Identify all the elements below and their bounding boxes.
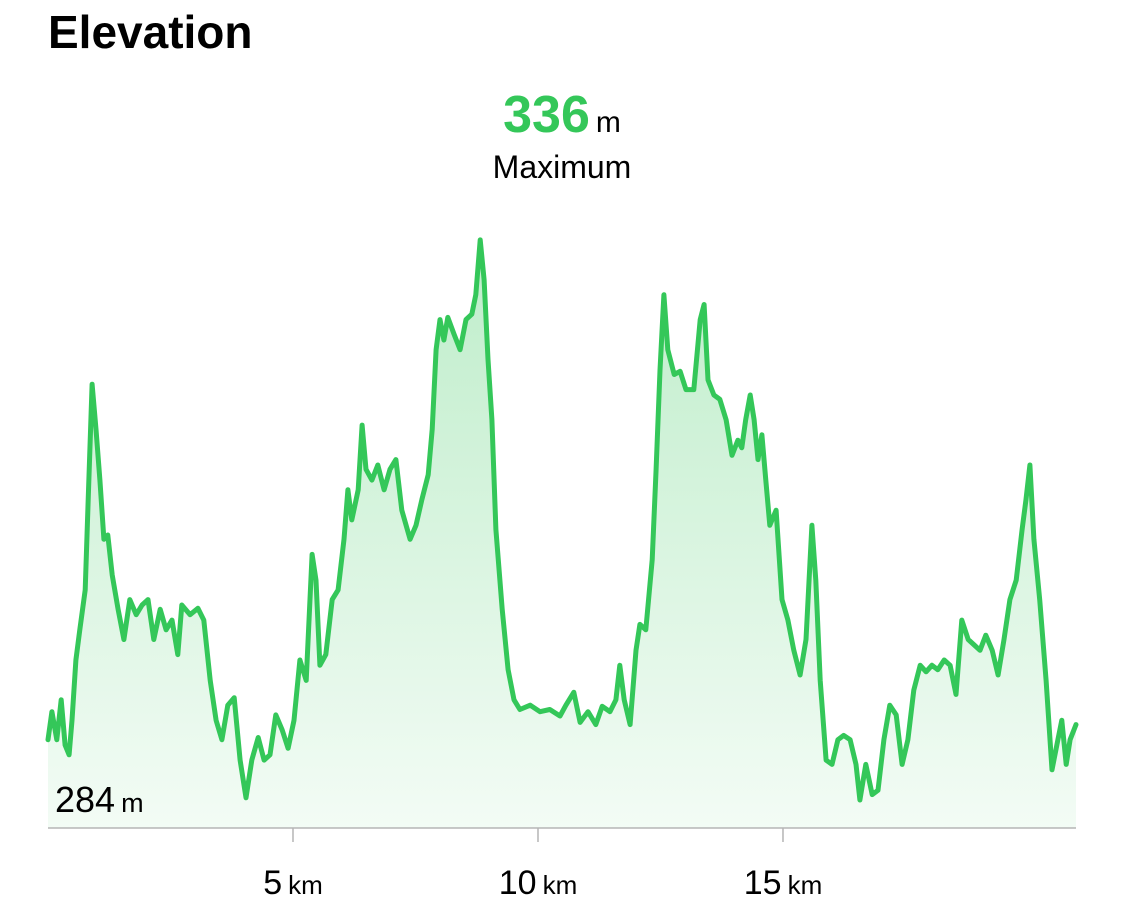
chart-title: Elevation <box>48 6 253 58</box>
max-unit: m <box>596 106 621 139</box>
x-tick-unit: km <box>543 870 578 900</box>
x-tick-unit: km <box>288 870 323 900</box>
x-tick-value: 10 <box>499 864 537 902</box>
elevation-line <box>45 237 1079 803</box>
area-fill <box>48 239 1076 828</box>
x-tick-label: 10 km <box>499 864 578 902</box>
x-tick-label: 15 km <box>744 864 823 902</box>
min-unit: m <box>121 788 144 818</box>
max-value: 336 <box>503 86 590 144</box>
max-readout: 336 m <box>503 86 621 144</box>
x-tick-label: 5 km <box>263 864 323 902</box>
min-readout: 284 m <box>55 779 144 820</box>
x-tick-value: 5 <box>263 864 282 902</box>
min-value: 284 <box>55 779 115 820</box>
plot: 5 km 10 km 15 km <box>45 237 1079 902</box>
max-label: Maximum <box>493 149 632 185</box>
x-tick-unit: km <box>788 870 823 900</box>
x-tick-value: 15 <box>744 864 782 902</box>
